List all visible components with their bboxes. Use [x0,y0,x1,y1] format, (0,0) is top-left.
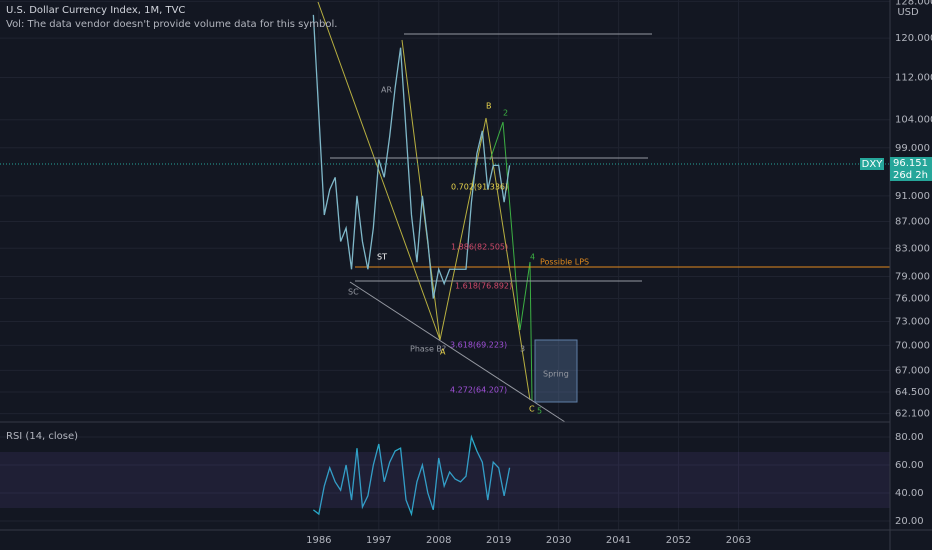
rsi-title: RSI (14, close) [6,431,78,442]
annotation: SC [348,288,359,297]
currency: USD [897,7,919,18]
y-tick-label: 76.000 [895,294,930,305]
x-tick-label: 1997 [366,535,391,546]
y-tick-label: 73.000 [895,316,930,327]
annotation: 4 [530,253,535,262]
x-tick-label: 2052 [666,535,691,546]
plot [312,14,511,517]
symbol: DXY [862,159,884,170]
annotation: AR [381,86,392,95]
annotation: A [440,348,446,357]
x-tick-label: 1986 [306,535,331,546]
annotation: 1.886(82.505) [451,243,508,252]
x-tick-label: 2008 [426,535,451,546]
annotation: 0.702(91.336) [451,183,508,192]
rsi-band [0,452,890,508]
y-tick-label: 120.000 [895,33,932,44]
x-tick-label: 2030 [546,535,571,546]
annotation: ST [377,253,387,262]
annotation: 1.618(76.892) [455,282,512,291]
symbol-badge [860,158,884,170]
y-tick-label: 70.000 [895,340,930,351]
series-line [312,14,511,299]
y-tick-label: 87.000 [895,216,930,227]
y-tick-label: 83.000 [895,243,930,254]
annotation: 2 [503,109,508,118]
x-tick-label: 2063 [726,535,751,546]
y-tick-label: 80.00 [895,432,924,443]
annotation: 4.272(64.207) [450,386,507,395]
annotation: Phase B? [410,345,446,354]
annotation: C [529,405,535,414]
annotation: B [486,102,492,111]
x-tick-label: 2041 [606,535,631,546]
annotation: Spring [543,370,569,379]
annotation: Possible LPS [540,258,589,267]
y-tick-label: 60.00 [895,460,924,471]
y-tick-label: 128.000 [895,0,932,7]
y-tick-label: 91.000 [895,191,930,202]
grid [0,0,890,530]
y-tick-label: 79.000 [895,271,930,282]
y-tick-label: 64.500 [895,387,930,398]
countdown: 26d 2h [893,170,928,181]
y-tick-label: 104.000 [895,115,932,126]
annotation: 5 [537,407,542,416]
y-tick-label: 99.000 [895,143,930,154]
series-line [312,434,511,517]
y-tick-label: 62.100 [895,409,930,420]
annotation: 3.618(69.223) [450,341,507,350]
annotation: 3 [520,345,525,354]
chart-title: U.S. Dollar Currency Index, 1M, TVC [6,5,185,16]
y-tick-label: 112.000 [895,72,932,83]
x-tick-label: 2019 [486,535,511,546]
y-tick-label: 20.00 [895,516,924,527]
drawings [0,1,890,423]
price-badge [890,157,932,181]
volume-note: Vol: The data vendor doesn't provide vol… [6,19,337,30]
y-tick-label: 40.00 [895,488,924,499]
y-tick-label: 67.000 [895,365,930,376]
last-price: 96.151 [893,158,928,169]
